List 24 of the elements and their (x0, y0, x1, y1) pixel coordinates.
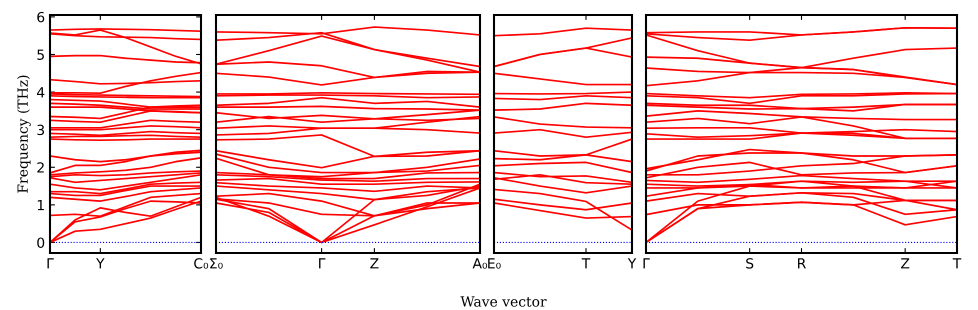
x-tick-label: T (582, 258, 590, 268)
x-tick-label: Z (370, 258, 379, 268)
x-tick-label: Γ (319, 258, 326, 268)
x-tick-label: Z (901, 258, 910, 268)
y-tick-label: 5 (37, 50, 44, 60)
x-tick-label: Γ (47, 258, 54, 268)
x-tick-label: Y (628, 258, 636, 268)
y-tick-label: 4 (36, 87, 44, 98)
y-tick-label: 1 (38, 200, 44, 210)
y-tick-label: 0 (37, 237, 44, 248)
x-tick-label: Σ₀ (210, 258, 223, 269)
x-axis-title: Wave vector (460, 296, 547, 307)
y-axis-title: Frequency (THz) (17, 76, 31, 193)
y-tick-label: 3 (37, 124, 44, 136)
x-tick-label: Γ (643, 258, 650, 268)
x-tick-label: A₀ (472, 258, 488, 269)
x-tick-label: E₀ (488, 258, 501, 269)
y-tick-label: 6 (37, 12, 44, 22)
x-tick-label: T (952, 258, 962, 268)
x-tick-label: S (746, 258, 754, 269)
x-tick-label: Y (96, 258, 105, 268)
y-tick-label: 2 (37, 162, 44, 173)
x-tick-label: C₀ (194, 258, 208, 269)
x-tick-label: R (798, 258, 806, 268)
